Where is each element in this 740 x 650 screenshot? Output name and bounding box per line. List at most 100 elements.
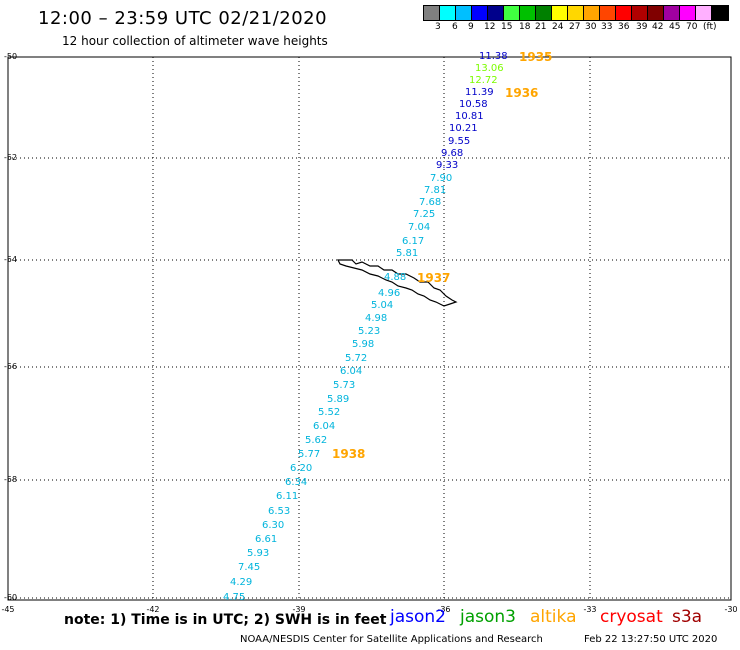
legend-label: 9 xyxy=(468,22,474,32)
wave-height-label: 5.98 xyxy=(352,339,374,350)
lat-tick-label: -54 xyxy=(4,255,17,264)
legend-swatch xyxy=(568,6,584,20)
legend-label: 3 xyxy=(435,22,441,32)
pass-time-label: 1938 xyxy=(332,447,365,461)
wave-height-label: 7.45 xyxy=(238,562,260,573)
legend-swatch xyxy=(600,6,616,20)
lon-tick-label: -39 xyxy=(292,605,305,614)
legend-swatch xyxy=(696,6,712,20)
satellite-legend-item: cryosat xyxy=(600,607,663,627)
wave-height-label: 4.98 xyxy=(365,313,387,324)
wave-height-label: 5.81 xyxy=(396,248,418,259)
wave-height-label: 5.93 xyxy=(247,548,269,559)
pass-time-label: 1935 xyxy=(519,50,552,64)
lon-tick-label: -30 xyxy=(724,605,737,614)
island-outline xyxy=(337,259,458,307)
wave-height-label: 6.20 xyxy=(290,463,312,474)
wave-height-label: 7.68 xyxy=(419,197,441,208)
wave-height-label: 9.55 xyxy=(448,136,470,147)
wave-height-label: 6.53 xyxy=(268,506,290,517)
wave-height-label: 6.04 xyxy=(340,366,362,377)
legend-swatch xyxy=(472,6,488,20)
color-scale-labels: 3 6 9 12 15 18 21 24 27 30 33 36 39 42 45 70 (ft) xyxy=(423,22,740,34)
legend-label: 15 xyxy=(501,22,513,32)
lat-tick-label: -58 xyxy=(4,475,17,484)
wave-height-label: 6.61 xyxy=(255,534,277,545)
lat-tick-label: -60 xyxy=(4,593,17,602)
legend-swatch xyxy=(504,6,520,20)
legend-swatch xyxy=(424,6,440,20)
legend-swatch xyxy=(440,6,456,20)
legend-label: 18 xyxy=(519,22,531,32)
wave-height-label: 7.04 xyxy=(408,222,430,233)
satellite-legend-item: altika xyxy=(530,607,577,627)
legend-label: 24 xyxy=(552,22,564,32)
legend-swatch xyxy=(680,6,696,20)
wave-height-label: 5.73 xyxy=(333,380,355,391)
lon-tick-label: -45 xyxy=(1,605,14,614)
wave-height-label: 5.77 xyxy=(298,449,320,460)
pass-time-label: 1937 xyxy=(417,271,450,285)
map-frame xyxy=(7,56,732,601)
page-title: 12:00 – 23:59 UTC 02/21/2020 xyxy=(38,8,328,29)
legend-swatch xyxy=(536,6,552,20)
legend-swatch xyxy=(664,6,680,20)
wave-height-label: 4.88 xyxy=(384,272,406,283)
wave-height-label: 7.81 xyxy=(424,185,446,196)
legend-label: 39 xyxy=(636,22,648,32)
wave-height-label: 6.11 xyxy=(276,491,298,502)
wave-height-label: 5.52 xyxy=(318,407,340,418)
legend-label: 6 xyxy=(452,22,458,32)
wave-height-label: 6.04 xyxy=(313,421,335,432)
lon-tick-label: -36 xyxy=(437,605,450,614)
legend-label: 45 xyxy=(669,22,681,32)
legend-swatch xyxy=(616,6,632,20)
wave-height-label: 5.89 xyxy=(327,394,349,405)
legend-swatch xyxy=(712,6,728,20)
wave-height-label: 6.17 xyxy=(402,236,424,247)
legend-swatch xyxy=(456,6,472,20)
wave-height-label: 5.72 xyxy=(345,353,367,364)
pass-time-label: 1936 xyxy=(505,86,538,100)
legend-swatch xyxy=(520,6,536,20)
legend-label: 12 xyxy=(484,22,496,32)
credit-text: NOAA/NESDIS Center for Satellite Applica… xyxy=(240,634,543,645)
lat-tick-label: -50 xyxy=(4,52,17,61)
legend-label: 36 xyxy=(618,22,630,32)
wave-height-label: 4.29 xyxy=(230,577,252,588)
wave-height-label: 9.68 xyxy=(441,148,463,159)
satellite-legend-item: jason2 xyxy=(390,607,446,627)
wave-height-label: 7.90 xyxy=(430,173,452,184)
wave-height-label: 10.81 xyxy=(455,111,484,122)
legend-label: 30 xyxy=(585,22,597,32)
lat-tick-label: -52 xyxy=(4,153,17,162)
legend-label: 33 xyxy=(601,22,613,32)
legend-label: 27 xyxy=(569,22,581,32)
legend-swatch xyxy=(648,6,664,20)
legend-label: 21 xyxy=(535,22,547,32)
wave-height-label: 12.72 xyxy=(469,75,498,86)
wave-height-label: 5.62 xyxy=(305,435,327,446)
lat-tick-label: -56 xyxy=(4,362,17,371)
legend-swatch xyxy=(488,6,504,20)
wave-height-label: 6.34 xyxy=(285,477,307,488)
wave-height-label: 6.30 xyxy=(262,520,284,531)
lon-tick-label: -33 xyxy=(583,605,596,614)
wave-height-label: 4.96 xyxy=(378,288,400,299)
legend-swatch xyxy=(552,6,568,20)
generated-timestamp: Feb 22 13:27:50 UTC 2020 xyxy=(584,634,718,645)
satellite-legend-item: jason3 xyxy=(460,607,516,627)
wave-height-label: 4.75 xyxy=(223,592,245,603)
wave-height-label: 13.06 xyxy=(475,63,504,74)
page-subtitle: 12 hour collection of altimeter wave hei… xyxy=(62,34,328,48)
wave-height-label: 5.23 xyxy=(358,326,380,337)
units-note: note: 1) Time is in UTC; 2) SWH is in fe… xyxy=(64,612,387,628)
color-scale-legend xyxy=(423,5,729,21)
wave-height-label: 5.04 xyxy=(371,300,393,311)
legend-label: 70 xyxy=(686,22,698,32)
lon-tick-label: -42 xyxy=(146,605,159,614)
wave-height-label: 10.21 xyxy=(449,123,478,134)
wave-height-label: 9.33 xyxy=(436,160,458,171)
wave-height-label: 11.38 xyxy=(479,51,508,62)
